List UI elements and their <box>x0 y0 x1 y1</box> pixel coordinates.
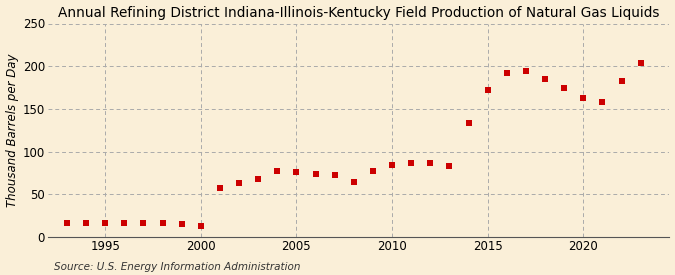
Point <box>502 71 512 75</box>
Point <box>559 86 570 91</box>
Point <box>329 173 340 177</box>
Point <box>119 221 130 225</box>
Point <box>100 221 111 225</box>
Text: Source: U.S. Energy Information Administration: Source: U.S. Energy Information Administ… <box>54 262 300 272</box>
Point <box>138 221 148 226</box>
Y-axis label: Thousand Barrels per Day: Thousand Barrels per Day <box>5 54 18 207</box>
Point <box>578 96 589 100</box>
Point <box>387 163 398 167</box>
Point <box>234 181 244 186</box>
Point <box>540 77 551 81</box>
Point <box>597 100 608 104</box>
Point <box>215 186 225 191</box>
Point <box>406 161 416 165</box>
Point <box>252 177 263 181</box>
Point <box>61 221 72 225</box>
Title: Annual Refining District Indiana-Illinois-Kentucky Field Production of Natural G: Annual Refining District Indiana-Illinoi… <box>58 6 659 20</box>
Point <box>80 221 91 226</box>
Point <box>483 88 493 92</box>
Point <box>520 69 531 73</box>
Point <box>195 224 206 228</box>
Point <box>272 168 283 173</box>
Point <box>444 164 455 168</box>
Point <box>310 172 321 176</box>
Point <box>635 60 646 65</box>
Point <box>368 168 379 173</box>
Point <box>348 179 359 184</box>
Point <box>616 79 627 83</box>
Point <box>176 222 187 227</box>
Point <box>425 161 436 165</box>
Point <box>463 121 474 126</box>
Point <box>157 221 168 226</box>
Point <box>291 170 302 174</box>
